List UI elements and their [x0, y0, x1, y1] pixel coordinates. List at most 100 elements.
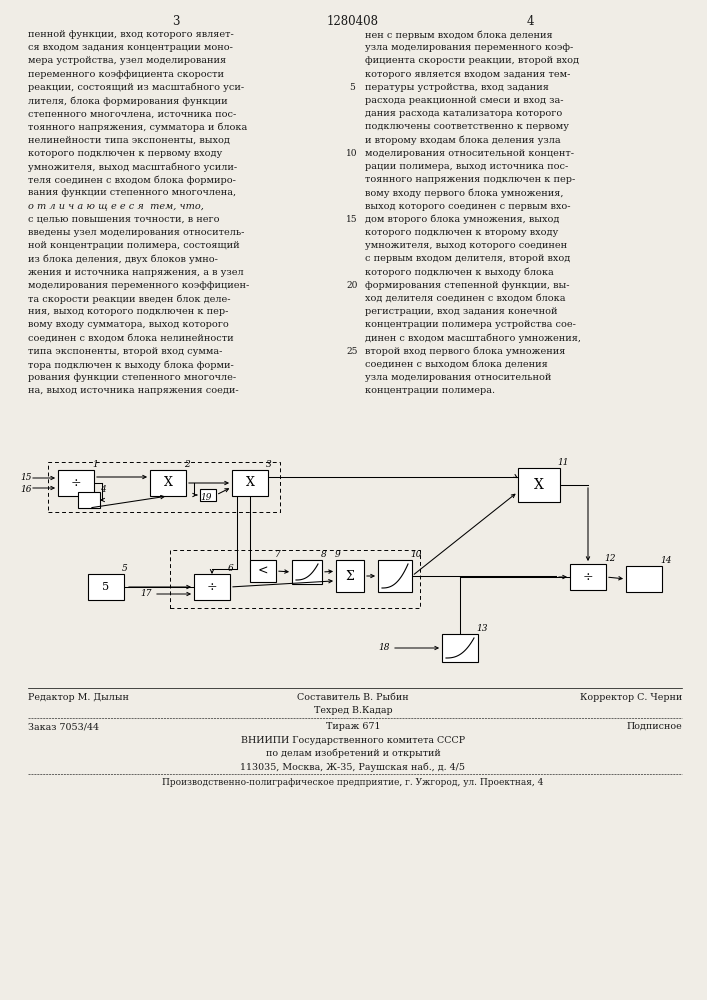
Text: моделирования относительной концент-: моделирования относительной концент- [365, 149, 574, 158]
Text: Тираж 671: Тираж 671 [326, 722, 380, 731]
Text: тоянного напряжения подключен к пер-: тоянного напряжения подключен к пер- [365, 175, 575, 184]
Text: ход делителя соединен с входом блока: ход делителя соединен с входом блока [365, 294, 566, 303]
Text: дом второго блока умножения, выход: дом второго блока умножения, выход [365, 215, 559, 224]
Text: лителя, блока формирования функции: лителя, блока формирования функции [28, 96, 228, 105]
Text: 10: 10 [346, 149, 358, 158]
Text: тоянного напряжения, сумматора и блока: тоянного напряжения, сумматора и блока [28, 122, 247, 132]
Text: по делам изобретений и открытий: по делам изобретений и открытий [266, 749, 440, 758]
Text: которого подключен к второму входу: которого подключен к второму входу [365, 228, 559, 237]
Text: 8: 8 [321, 550, 327, 559]
Text: нен с первым входом блока деления: нен с первым входом блока деления [365, 30, 553, 39]
Text: концентрации полимера устройства сое-: концентрации полимера устройства сое- [365, 320, 576, 329]
Bar [88, 574, 124, 600]
Text: узла моделирования переменного коэф-: узла моделирования переменного коэф- [365, 43, 573, 52]
Bar [250, 560, 276, 582]
Text: 113035, Москва, Ж-35, Раушская наб., д. 4/5: 113035, Москва, Ж-35, Раушская наб., д. … [240, 762, 465, 772]
Text: Производственно-полиграфическое предприятие, г. Ужгород, ул. Проектная, 4: Производственно-полиграфическое предприя… [163, 778, 544, 787]
Text: Заказ 7053/44: Заказ 7053/44 [28, 722, 99, 731]
Text: которого подключен к выходу блока: которого подключен к выходу блока [365, 268, 554, 277]
Text: из блока деления, двух блоков умно-: из блока деления, двух блоков умно- [28, 254, 218, 264]
Text: 12: 12 [604, 554, 616, 563]
Text: X: X [534, 478, 544, 492]
Text: 4: 4 [100, 485, 106, 494]
Text: Подписное: Подписное [626, 722, 682, 731]
Text: 3: 3 [266, 460, 271, 469]
Text: 1: 1 [92, 460, 98, 469]
Text: 17: 17 [141, 589, 152, 598]
Text: 14: 14 [660, 556, 672, 565]
Text: 7: 7 [275, 550, 281, 559]
Bar [48, 462, 280, 512]
Text: ÷: ÷ [206, 580, 217, 593]
Text: концентрации полимера.: концентрации полимера. [365, 386, 495, 395]
Text: та скорости реакции введен блок деле-: та скорости реакции введен блок деле- [28, 294, 230, 304]
Text: 11: 11 [557, 458, 568, 467]
Text: 6: 6 [228, 564, 234, 573]
Text: степенного многочлена, источника пос-: степенного многочлена, источника пос- [28, 109, 236, 118]
Text: умножителя, выход которого соединен: умножителя, выход которого соединен [365, 241, 567, 250]
Text: и второму входам блока деления узла: и второму входам блока деления узла [365, 136, 561, 145]
Text: <: < [258, 564, 268, 578]
Bar [378, 560, 412, 592]
Text: расхода реакционной смеси и вход за-: расхода реакционной смеси и вход за- [365, 96, 563, 105]
Text: теля соединен с входом блока формиро-: теля соединен с входом блока формиро- [28, 175, 236, 185]
Bar [194, 574, 230, 600]
Text: нелинейности типа экспоненты, выход: нелинейности типа экспоненты, выход [28, 136, 230, 145]
Text: 13: 13 [476, 624, 488, 633]
Bar [336, 560, 364, 592]
Text: 5: 5 [122, 564, 128, 573]
Bar [518, 468, 560, 502]
Text: рования функции степенного многочле-: рования функции степенного многочле- [28, 373, 236, 382]
Text: моделирования переменного коэффициен-: моделирования переменного коэффициен- [28, 281, 250, 290]
Text: о т л и ч а ю щ е е с я  тем, что,: о т л и ч а ю щ е е с я тем, что, [28, 202, 204, 211]
Text: 19: 19 [200, 493, 211, 502]
Text: мера устройства, узел моделирования: мера устройства, узел моделирования [28, 56, 226, 65]
Text: пературы устройства, вход задания: пературы устройства, вход задания [365, 83, 549, 92]
Text: введены узел моделирования относитель-: введены узел моделирования относитель- [28, 228, 245, 237]
Text: 3: 3 [173, 15, 180, 28]
Text: тора подключен к выходу блока форми-: тора подключен к выходу блока форми- [28, 360, 234, 369]
Text: фициента скорости реакции, второй вход: фициента скорости реакции, второй вход [365, 56, 579, 65]
Text: Составитель В. Рыбин: Составитель В. Рыбин [297, 693, 409, 702]
Bar [570, 564, 606, 590]
Text: которого является входом задания тем-: которого является входом задания тем- [365, 70, 571, 79]
Text: 4: 4 [526, 15, 534, 28]
Text: Редактор М. Дылын: Редактор М. Дылын [28, 693, 129, 702]
Text: дания расхода катализатора которого: дания расхода катализатора которого [365, 109, 562, 118]
Text: 10: 10 [410, 550, 421, 559]
Text: с целью повышения точности, в него: с целью повышения точности, в него [28, 215, 219, 224]
Text: 5: 5 [103, 582, 110, 592]
Text: умножителя, выход масштабного усили-: умножителя, выход масштабного усили- [28, 162, 237, 172]
Bar [150, 470, 186, 496]
Text: формирования степенной функции, вы-: формирования степенной функции, вы- [365, 281, 570, 290]
Text: вому входу первого блока умножения,: вому входу первого блока умножения, [365, 188, 563, 198]
Text: на, выход источника напряжения соеди-: на, выход источника напряжения соеди- [28, 386, 239, 395]
Bar [292, 560, 322, 584]
Text: 15: 15 [20, 473, 32, 482]
Text: переменного коэффициента скорости: переменного коэффициента скорости [28, 70, 224, 79]
Text: с первым входом делителя, второй вход: с первым входом делителя, второй вход [365, 254, 571, 263]
Text: ния, выход которого подключен к пер-: ния, выход которого подключен к пер- [28, 307, 228, 316]
Text: вания функции степенного многочлена,: вания функции степенного многочлена, [28, 188, 236, 197]
Text: соединен с выходом блока деления: соединен с выходом блока деления [365, 360, 548, 369]
Bar [200, 489, 216, 501]
Text: ÷: ÷ [71, 477, 81, 489]
Text: второй вход первого блока умножения: второй вход первого блока умножения [365, 347, 566, 356]
Text: жения и источника напряжения, а в узел: жения и источника напряжения, а в узел [28, 268, 244, 277]
Text: пенной функции, вход которого являет-: пенной функции, вход которого являет- [28, 30, 234, 39]
Text: которого подключен к первому входу: которого подключен к первому входу [28, 149, 222, 158]
Text: 5: 5 [349, 83, 355, 92]
Text: ся входом задания концентрации моно-: ся входом задания концентрации моно- [28, 43, 233, 52]
Text: ÷: ÷ [583, 570, 593, 584]
Text: Техред В.Кадар: Техред В.Кадар [314, 706, 392, 715]
Text: 1280408: 1280408 [327, 15, 379, 28]
Text: 20: 20 [346, 281, 358, 290]
Bar [58, 470, 94, 496]
Text: ной концентрации полимера, состоящий: ной концентрации полимера, состоящий [28, 241, 240, 250]
Text: X: X [245, 477, 255, 489]
Text: соединен с входом блока нелинейности: соединен с входом блока нелинейности [28, 334, 233, 343]
Text: 9: 9 [335, 550, 341, 559]
Text: X: X [163, 477, 173, 489]
Text: Σ: Σ [346, 570, 354, 582]
Text: типа экспоненты, второй вход сумма-: типа экспоненты, второй вход сумма- [28, 347, 223, 356]
